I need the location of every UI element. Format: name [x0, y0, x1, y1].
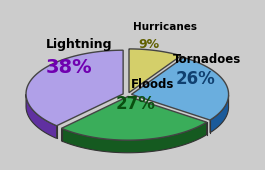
Polygon shape [61, 96, 207, 140]
Polygon shape [26, 50, 123, 126]
Polygon shape [210, 95, 228, 133]
Polygon shape [61, 122, 207, 153]
Text: 27%: 27% [116, 95, 155, 113]
Text: Tornadoes: Tornadoes [173, 53, 241, 66]
Text: 26%: 26% [176, 70, 215, 88]
Polygon shape [131, 57, 229, 120]
Polygon shape [26, 94, 57, 138]
Text: Lightning: Lightning [46, 38, 112, 51]
Polygon shape [129, 49, 181, 93]
Text: Hurricanes: Hurricanes [132, 22, 197, 32]
Text: Floods: Floods [131, 79, 175, 91]
Text: 9%: 9% [138, 38, 160, 51]
Text: 38%: 38% [46, 58, 93, 77]
